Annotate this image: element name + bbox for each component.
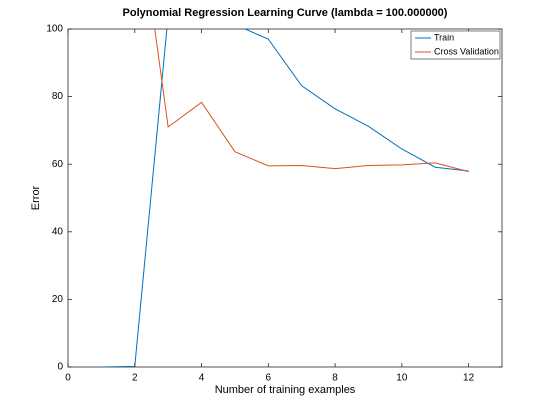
plot-area xyxy=(101,29,469,367)
y-tick-label: 80 xyxy=(52,91,64,102)
chart-title: Polynomial Regression Learning Curve (la… xyxy=(123,7,448,19)
x-tick-label: 2 xyxy=(132,373,138,384)
y-tick-label: 60 xyxy=(52,159,64,170)
x-tick-label: 4 xyxy=(199,373,205,384)
y-tick-label: 100 xyxy=(46,24,63,35)
legend-text: Train xyxy=(434,32,454,42)
x-tick-label: 6 xyxy=(266,373,272,384)
x-tick-label: 10 xyxy=(396,373,408,384)
x-tick-label: 0 xyxy=(65,373,71,384)
axes-box xyxy=(67,28,503,368)
x-tick-label: 12 xyxy=(463,373,475,384)
y-axis-label: Error xyxy=(30,185,42,210)
series-line xyxy=(101,29,469,367)
y-tick-label: 40 xyxy=(52,226,64,237)
x-axis-label: Number of training examples xyxy=(215,384,356,396)
y-tick-label: 0 xyxy=(57,362,63,373)
x-tick-label: 8 xyxy=(332,373,338,384)
y-tick-label: 20 xyxy=(52,294,64,305)
legend-box xyxy=(410,30,501,60)
series-line xyxy=(154,29,469,173)
legend-text: Cross Validation xyxy=(434,46,499,56)
